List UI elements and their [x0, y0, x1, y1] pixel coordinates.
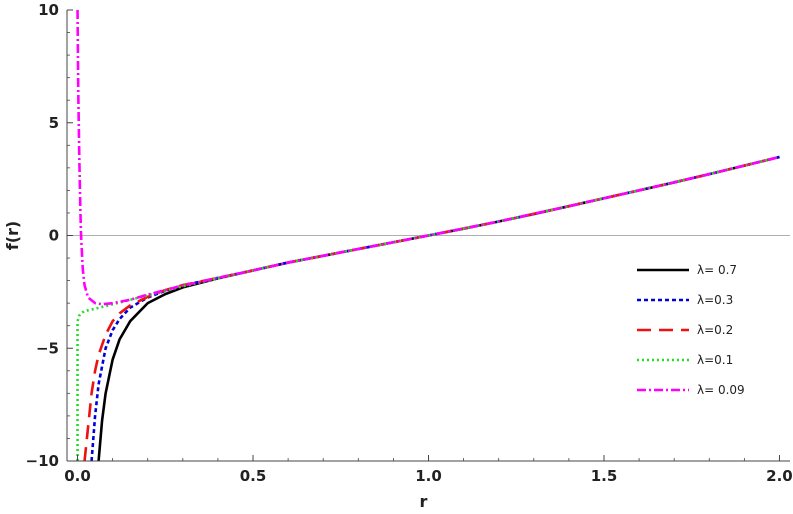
- legend-label-1: λ= 0.7: [697, 263, 737, 277]
- series-line-4: [76, 155, 780, 461]
- series-line-2: [90, 155, 780, 461]
- series-line-3: [83, 155, 780, 461]
- y-axis-title: f(r): [3, 221, 22, 250]
- y-tick-label: −5: [36, 339, 59, 357]
- y-tick-label: 0: [49, 227, 59, 245]
- x-tick-label: 1.5: [591, 467, 618, 485]
- y-tick-label: 5: [49, 114, 59, 132]
- series-line-5: [76, 10, 780, 306]
- series-line-1: [97, 155, 780, 461]
- legend-label-3: λ=0.2: [697, 323, 733, 337]
- x-tick-label: 2.0: [766, 467, 793, 485]
- x-tick-label: 0.0: [64, 467, 91, 485]
- legend-label-2: λ=0.3: [697, 293, 733, 307]
- x-tick-label: 0.5: [240, 467, 267, 485]
- x-tick-label: 1.0: [415, 467, 442, 485]
- x-axis-title: r: [420, 492, 428, 511]
- y-tick-label: 10: [38, 1, 59, 19]
- y-tick-label: −10: [26, 452, 59, 470]
- legend-label-5: λ= 0.09: [697, 383, 745, 397]
- legend-label-4: λ=0.1: [697, 353, 733, 367]
